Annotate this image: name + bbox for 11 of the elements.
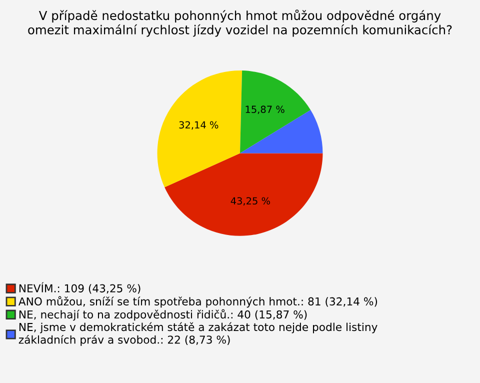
legend-label: NEVÍM.: 109 (43,25 %): [19, 282, 140, 294]
data-label: 43,25 %: [230, 197, 270, 206]
data-label: 15,87 %: [246, 106, 284, 114]
pie-slice: [240, 70, 311, 154]
legend-label: ANO můžou, sníží se tím spotřeba pohonných hmot.: 81 (32,14 %): [18, 296, 378, 308]
data-label: 32,14 %: [179, 121, 218, 130]
legend-label: NE, jsme v demokratickém státě a zakázat toto nejde podle listiny základních práv a svobod.: 22 (8,73 %): [18, 322, 378, 346]
pie-slice: [164, 153, 323, 236]
legend-label: NE, nechají to na zodpovědnosti řidičů.: 40 (15,87 %): [19, 309, 307, 321]
pie-slice: [157, 70, 242, 188]
chart-title: V případě nedostatku pohonných hmot můžou odpovědné orgány omezit maximální rychlost jízdy vozidel na pozemních komunikacích?: [28, 10, 452, 37]
